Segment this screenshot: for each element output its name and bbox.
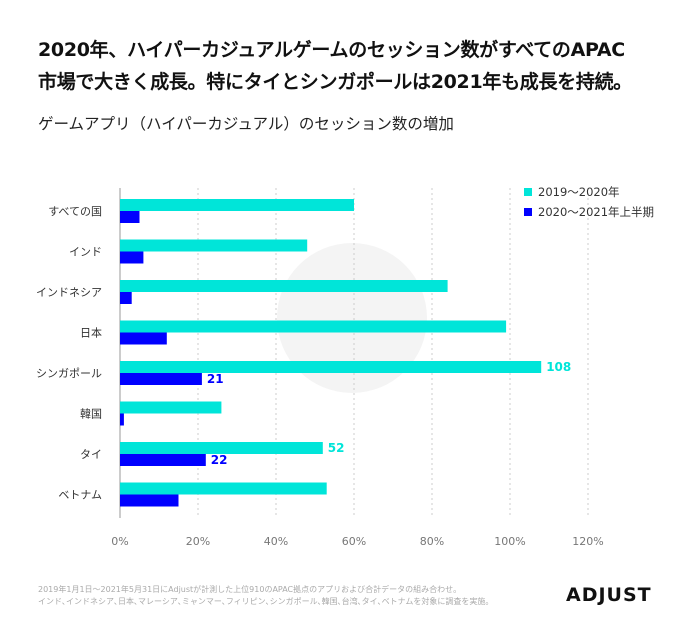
bar-2020-2021h1 <box>120 454 206 466</box>
category-label: ベトナム <box>58 489 102 502</box>
data-label: 21 <box>207 372 224 386</box>
x-tick-label: 100% <box>494 535 525 548</box>
category-label: シンガポール <box>36 367 102 380</box>
x-tick-label: 60% <box>342 535 366 548</box>
adjust-logo: ADJUST <box>566 584 652 606</box>
x-tick-label: 40% <box>264 535 288 548</box>
bar-2020-2021h1 <box>120 494 179 507</box>
bar-2019-2020 <box>120 239 308 252</box>
legend-swatch <box>524 188 532 196</box>
bar-2019-2020 <box>120 361 542 373</box>
x-tick-label: 120% <box>572 535 603 548</box>
category-label: インドネシア <box>36 286 102 299</box>
bar-2020-2021h1 <box>120 332 167 345</box>
x-tick-label: 0% <box>111 535 128 548</box>
chart-title: ゲームアプリ（ハイパーカジュアル）のセッション数の増加 <box>38 115 454 133</box>
headline-line-2: 市場で大きく成長。特にタイとシンガポールは2021年も成長を持続。 <box>38 71 632 93</box>
x-tick-label: 20% <box>186 535 210 548</box>
bar-2020-2021h1 <box>120 413 124 426</box>
data-label: 22 <box>211 453 228 467</box>
bar-2019-2020 <box>120 199 354 211</box>
legend-label: 2020〜2021年上半期 <box>538 205 654 219</box>
category-label: 日本 <box>80 326 102 340</box>
footnote: 2019年1月1日～2021年5月31日にAdjustが計測した上位910のAP… <box>38 584 493 608</box>
bar-2019-2020 <box>120 401 222 414</box>
x-tick-label: 80% <box>420 535 444 548</box>
bar-2019-2020 <box>120 280 448 292</box>
category-label: すべての国 <box>48 205 102 218</box>
bar-2020-2021h1 <box>120 373 202 385</box>
headline: 2020年、ハイパーカジュアルゲームのセッション数がすべてのAPAC 市場で大き… <box>38 34 632 98</box>
data-label: 52 <box>328 441 345 455</box>
category-label: 韓国 <box>80 408 102 421</box>
bar-2019-2020 <box>120 320 507 333</box>
bar-2020-2021h1 <box>120 211 140 223</box>
bar-2020-2021h1 <box>120 251 144 264</box>
category-label: インド <box>69 246 102 259</box>
headline-line-1: 2020年、ハイパーカジュアルゲームのセッション数がすべてのAPAC <box>38 39 625 61</box>
footnote-line-2: インド､インドネシア､日本､マレーシア､ミャンマー､フィリピン､シンガポール､韓… <box>38 597 494 606</box>
data-label: 108 <box>546 360 571 374</box>
bar-2019-2020 <box>120 442 323 454</box>
category-label: タイ <box>80 448 102 461</box>
footnote-line-1: 2019年1月1日～2021年5月31日にAdjustが計測した上位910のAP… <box>38 585 462 594</box>
bar-2020-2021h1 <box>120 292 132 304</box>
bar-2019-2020 <box>120 482 327 495</box>
legend-swatch <box>524 208 532 216</box>
legend-label: 2019〜2020年 <box>538 185 620 199</box>
